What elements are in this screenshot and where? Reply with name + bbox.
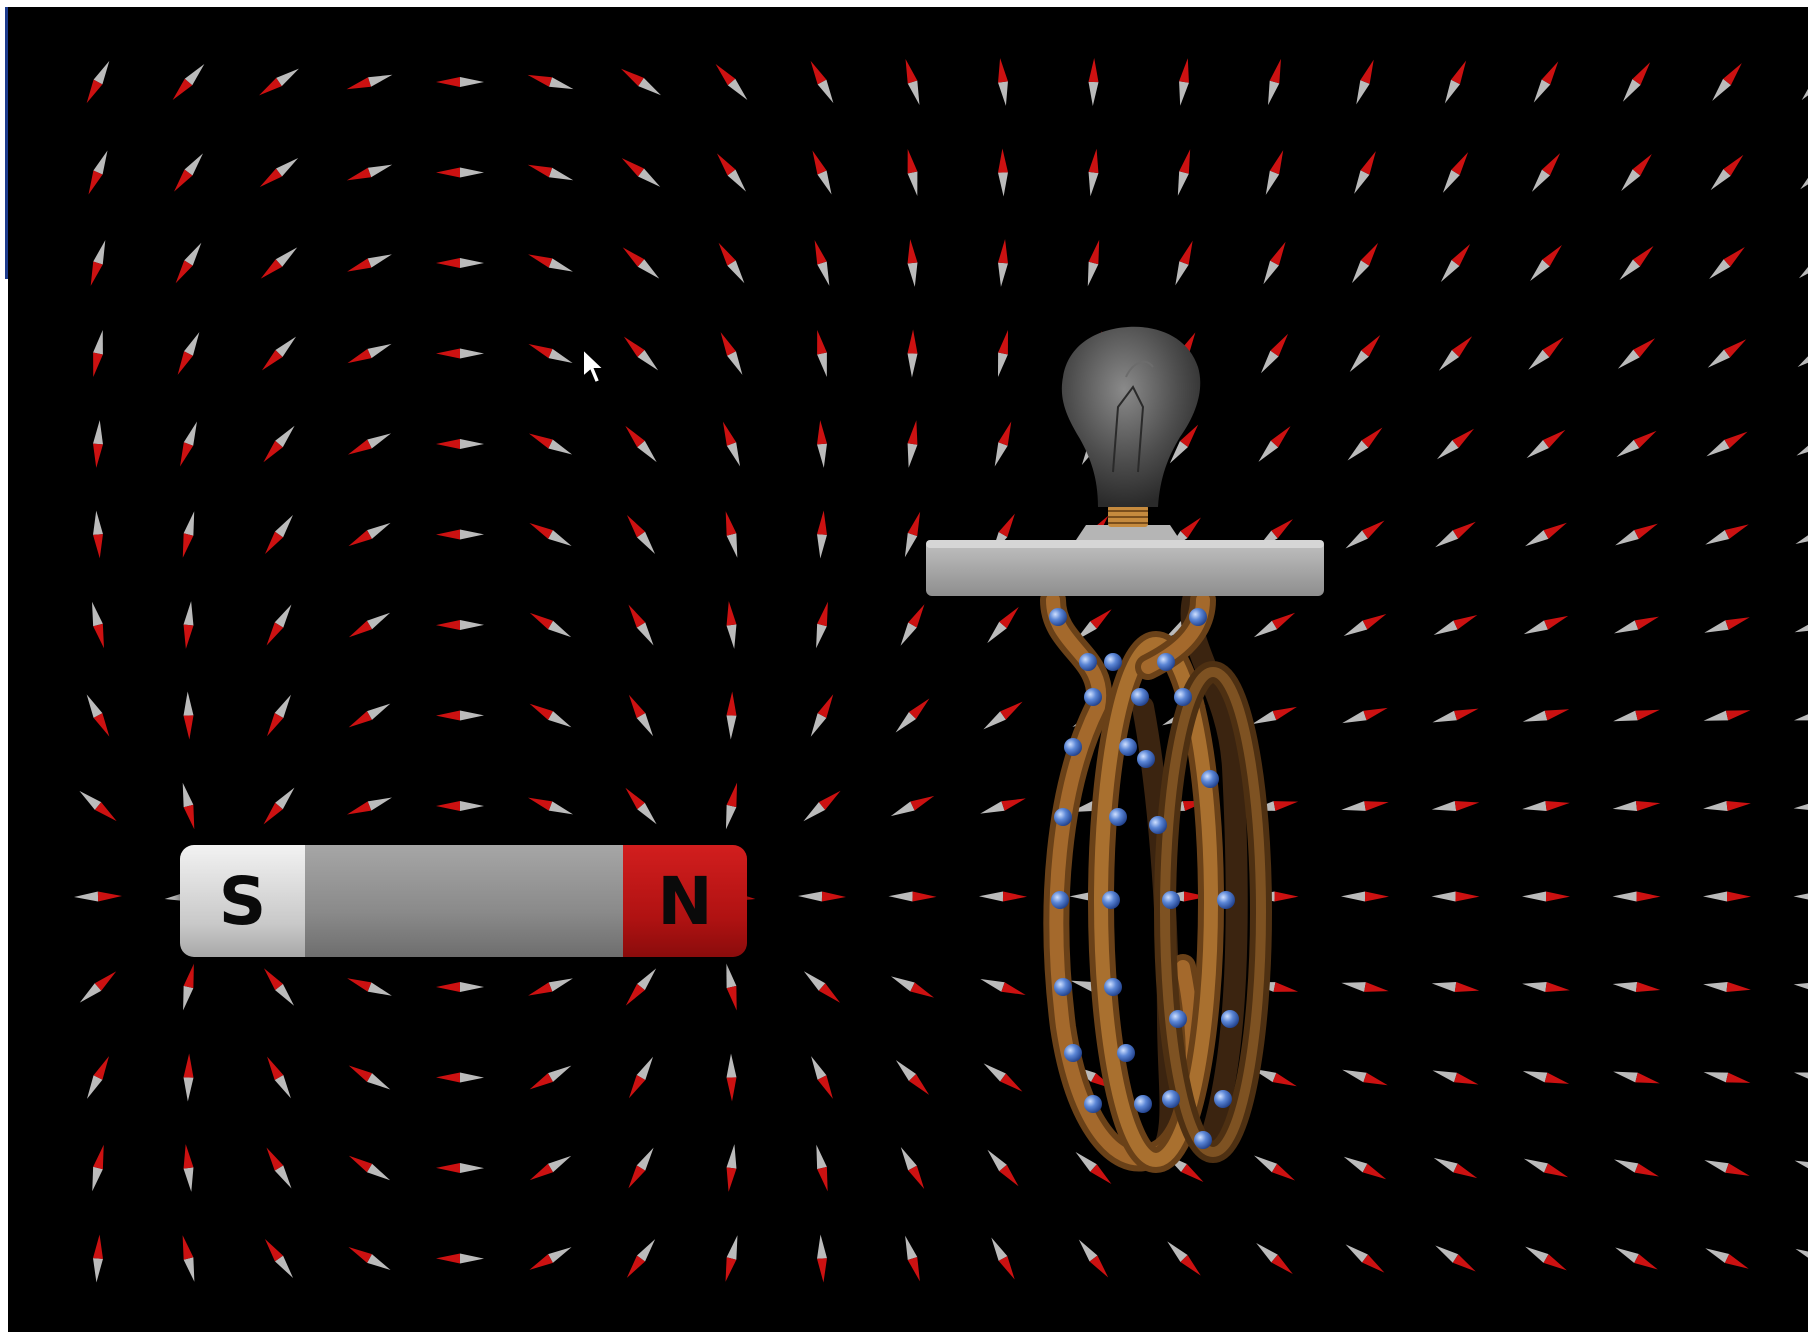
electron bbox=[1162, 891, 1180, 909]
electron bbox=[1079, 653, 1097, 671]
electron bbox=[1054, 978, 1072, 996]
bulb-platform bbox=[926, 525, 1324, 596]
electron bbox=[1174, 688, 1192, 706]
magnet-south-pole: S bbox=[180, 845, 305, 957]
electron bbox=[1064, 1044, 1082, 1062]
electron bbox=[1131, 688, 1149, 706]
electron bbox=[1157, 653, 1175, 671]
electron bbox=[1049, 608, 1067, 626]
electron bbox=[1169, 1010, 1187, 1028]
electron bbox=[1117, 1044, 1135, 1062]
pickup-coil-assembly[interactable] bbox=[8, 7, 1808, 1332]
electron bbox=[1084, 1095, 1102, 1113]
electron bbox=[1201, 770, 1219, 788]
electron bbox=[1134, 1095, 1152, 1113]
north-pole-label: N bbox=[623, 845, 747, 957]
electron bbox=[1189, 608, 1207, 626]
electron bbox=[1109, 808, 1127, 826]
electron bbox=[1104, 653, 1122, 671]
electron bbox=[1104, 978, 1122, 996]
bar-magnet[interactable]: S N bbox=[180, 845, 747, 957]
electron bbox=[1214, 1090, 1232, 1108]
arrow-cursor-icon bbox=[581, 347, 607, 387]
electron bbox=[1149, 816, 1167, 834]
electron bbox=[1054, 808, 1072, 826]
electron bbox=[1084, 688, 1102, 706]
magnet-body bbox=[305, 845, 623, 957]
electron bbox=[1221, 1010, 1239, 1028]
electron bbox=[1137, 750, 1155, 768]
magnet-north-pole: N bbox=[623, 845, 747, 957]
electron bbox=[1064, 738, 1082, 756]
electron bbox=[1051, 891, 1069, 909]
electron bbox=[1119, 738, 1137, 756]
electron bbox=[1194, 1131, 1212, 1149]
electron bbox=[1162, 1090, 1180, 1108]
light-bulb-icon bbox=[1062, 327, 1200, 527]
simulation-canvas[interactable]: S N bbox=[8, 7, 1808, 1332]
electron bbox=[1102, 891, 1120, 909]
south-pole-label: S bbox=[180, 845, 305, 957]
electron bbox=[1217, 891, 1235, 909]
